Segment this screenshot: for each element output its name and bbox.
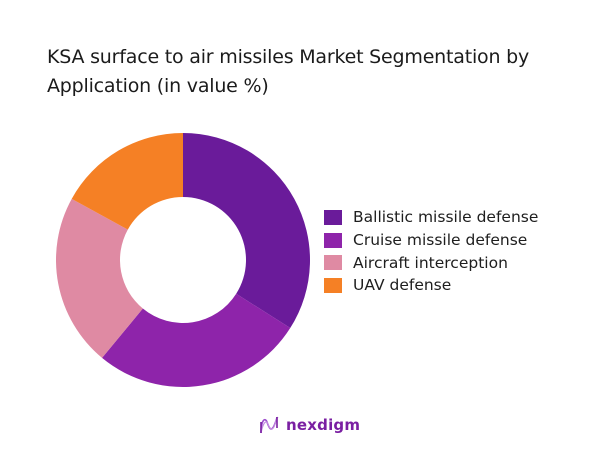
legend-item-aircraft: Aircraft interception xyxy=(324,251,538,274)
legend: Ballistic missile defense Cruise missile… xyxy=(324,206,538,297)
donut-segment-cruise-missile-defense xyxy=(102,293,291,388)
donut-segment-uav-defense xyxy=(71,133,183,230)
legend-swatch xyxy=(324,232,342,248)
legend-swatch xyxy=(324,255,342,271)
legend-item-cruise: Cruise missile defense xyxy=(324,229,538,252)
legend-label: UAV defense xyxy=(353,276,452,295)
donut-segment-aircraft-interception xyxy=(56,198,143,358)
chart-title: KSA surface to air missiles Market Segme… xyxy=(47,46,530,97)
nexdigm-logo: nexdigm xyxy=(258,414,360,436)
nexdigm-wave-icon xyxy=(260,416,279,434)
donut-segment-ballistic-missile-defense xyxy=(183,133,310,329)
legend-swatch xyxy=(324,209,342,225)
legend-label: Aircraft interception xyxy=(353,253,508,272)
legend-item-uav: UAV defense xyxy=(324,274,538,297)
legend-item-ballistic: Ballistic missile defense xyxy=(324,206,538,229)
logo-text: nexdigm xyxy=(286,416,361,434)
legend-label: Cruise missile defense xyxy=(353,231,528,250)
legend-swatch xyxy=(324,277,342,293)
legend-label: Ballistic missile defense xyxy=(353,208,539,227)
donut-segments xyxy=(56,133,310,388)
